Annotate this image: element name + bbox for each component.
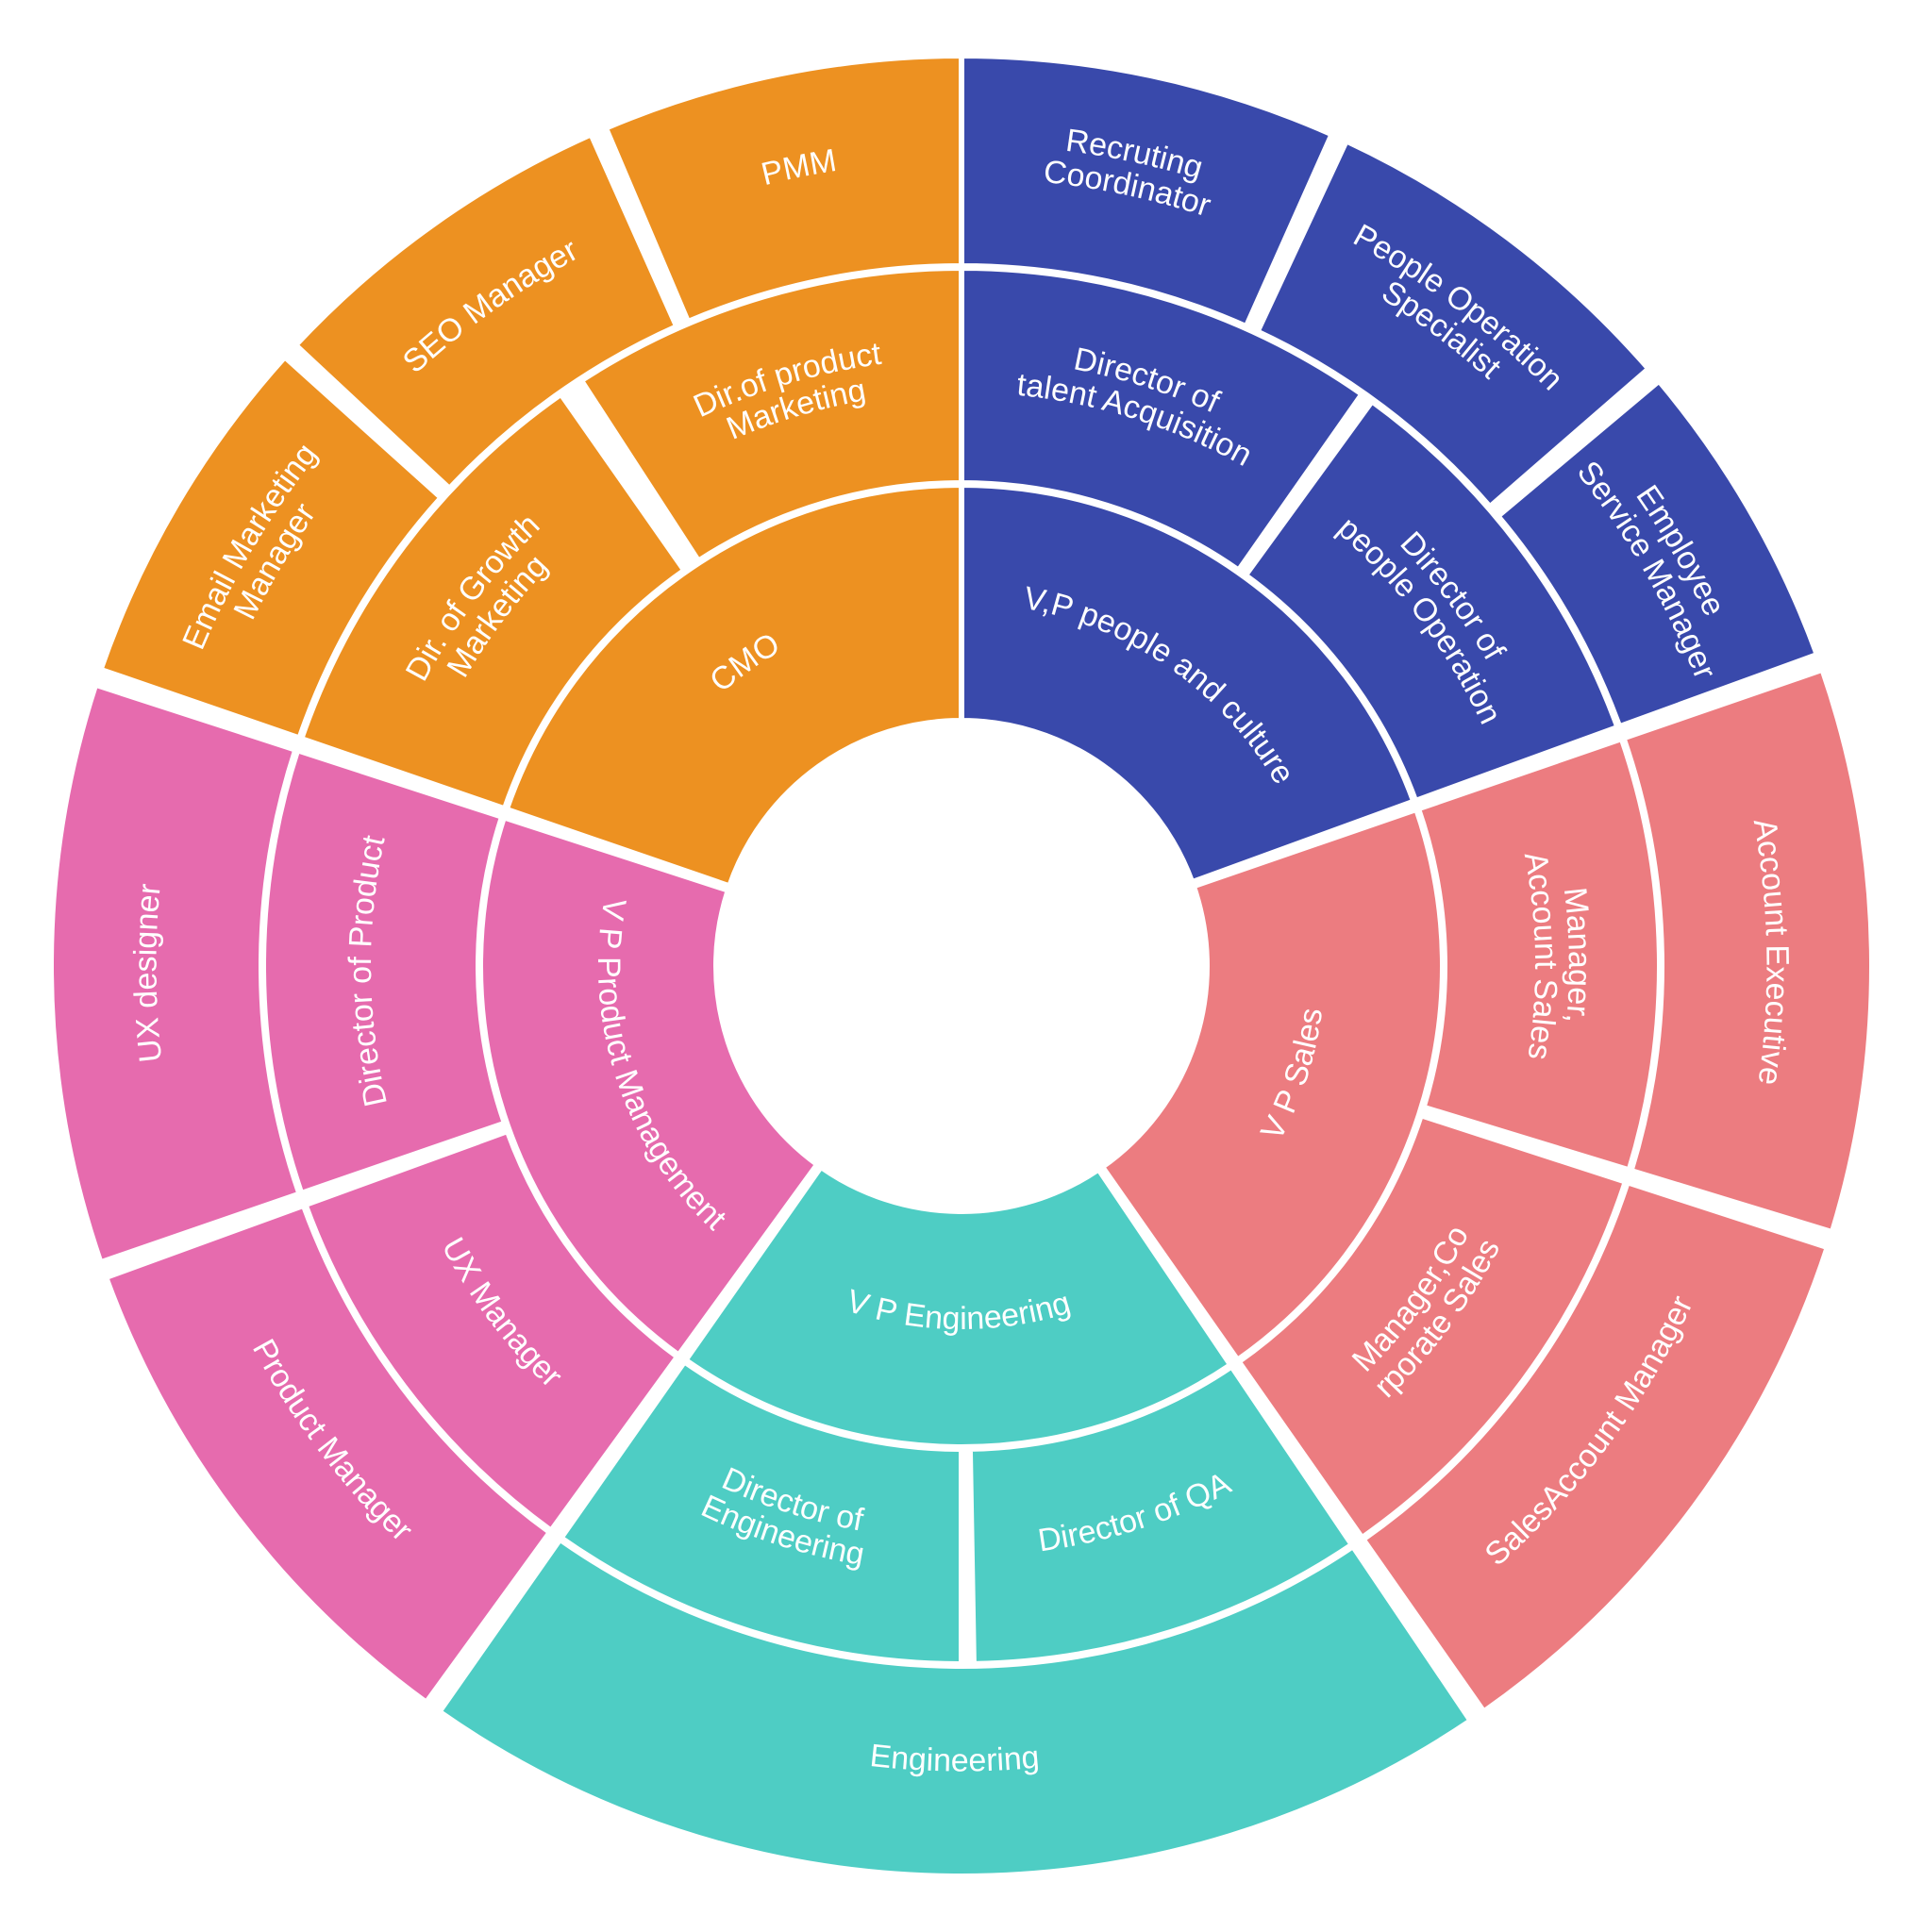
- ring3-product-1: UX designer: [51, 685, 299, 1262]
- ring2-sales-0: Manager,Account Sales: [1418, 739, 1660, 1170]
- sunburst-svg: V,P people and cultureDirector oftalent …: [0, 0, 1923, 1932]
- segment-label: Engineering: [868, 1738, 1041, 1778]
- sunburst-org-chart: V,P people and cultureDirector oftalent …: [0, 0, 1923, 1932]
- ring2-product-1: Director of Product: [263, 750, 505, 1193]
- ring3-product-1-shape: [51, 685, 299, 1262]
- ring3-sales-0-shape: [1624, 670, 1872, 1232]
- ring3-sales-0: Account Executive: [1624, 670, 1872, 1232]
- center-hole: [718, 723, 1205, 1209]
- ring2-product-1-shape: [263, 750, 505, 1193]
- segment-label: UX designer: [127, 882, 169, 1064]
